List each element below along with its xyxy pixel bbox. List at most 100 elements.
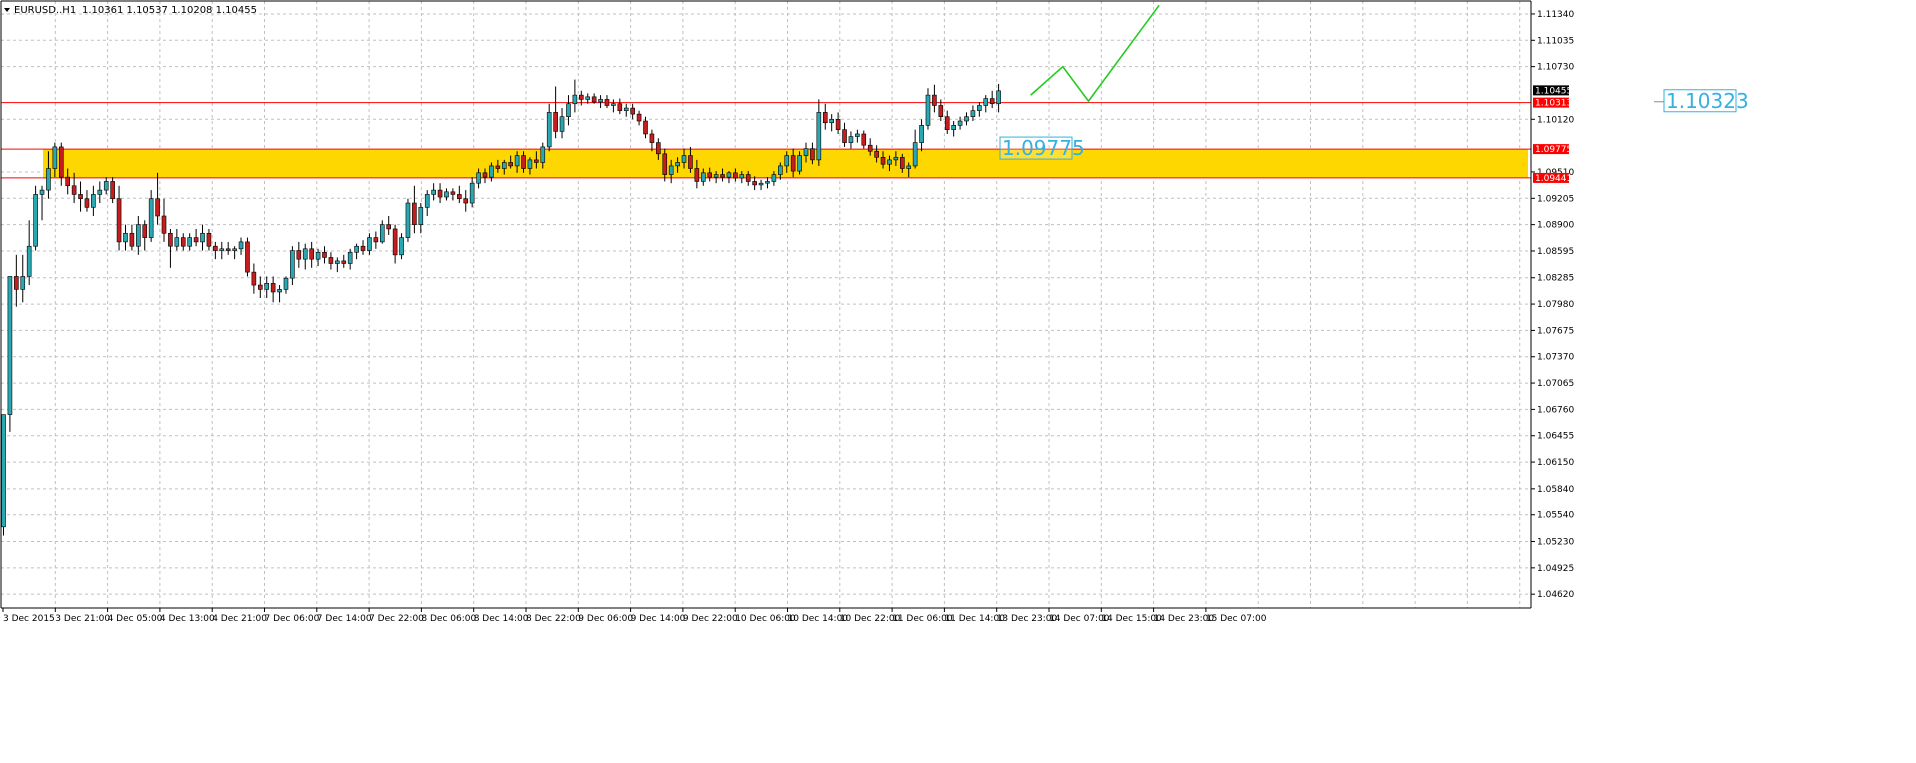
x-tick-label: 14 Dec 15:00 xyxy=(1101,614,1162,624)
y-tick-label: 1.07675 xyxy=(1537,326,1574,336)
candle xyxy=(457,185,462,204)
candle xyxy=(957,116,963,130)
candle xyxy=(148,190,154,242)
candle xyxy=(938,99,944,122)
x-tick-label: 4 Dec 05:00 xyxy=(108,614,163,624)
candle xyxy=(39,185,45,221)
candle xyxy=(347,248,353,270)
x-tick-label: 3 Dec 2015 xyxy=(3,614,55,624)
y-tick-label: 1.11340 xyxy=(1537,10,1574,20)
candle xyxy=(611,99,616,113)
candle xyxy=(219,241,225,260)
candle xyxy=(418,203,424,234)
candle xyxy=(206,228,212,251)
candle xyxy=(707,167,713,182)
candle xyxy=(379,220,385,244)
candle xyxy=(880,151,886,169)
candle xyxy=(290,246,295,286)
candle xyxy=(944,110,950,134)
x-tick-label: 14 Dec 07:00 xyxy=(1049,614,1110,624)
x-tick-label: 14 Dec 23:00 xyxy=(1154,614,1215,624)
candle xyxy=(842,122,847,147)
x-tick-label: 7 Dec 14:00 xyxy=(317,614,372,624)
candle xyxy=(848,131,854,149)
candle xyxy=(245,237,250,277)
candle xyxy=(720,168,725,182)
candle xyxy=(386,215,392,235)
chart-header: EURUSD..H1 1.10361 1.10537 1.10208 1.104… xyxy=(4,5,257,16)
candle xyxy=(193,228,199,247)
candle xyxy=(7,276,13,432)
x-tick-label: 4 Dec 13:00 xyxy=(160,614,215,624)
y-tick-label: 1.08900 xyxy=(1537,221,1574,231)
candle xyxy=(392,224,398,264)
candle xyxy=(33,185,38,251)
candle xyxy=(257,276,263,299)
candle xyxy=(110,177,115,204)
y-tick-label: 1.04925 xyxy=(1537,564,1574,574)
candle xyxy=(951,121,956,137)
y-tick-label: 1.09205 xyxy=(1537,194,1574,204)
annotations: 1.09775 1.10323 xyxy=(999,89,1749,160)
candle xyxy=(71,172,77,204)
candle xyxy=(270,276,276,303)
candle xyxy=(354,243,359,260)
candle xyxy=(919,119,924,152)
x-tick-label: 10 Dec 06:00 xyxy=(735,614,796,624)
price-tag xyxy=(1533,97,1569,108)
candle xyxy=(360,240,366,255)
candle xyxy=(97,181,103,204)
candle xyxy=(887,155,892,172)
y-tick-label: 1.05840 xyxy=(1537,485,1574,495)
y-tick-label: 1.06150 xyxy=(1537,458,1574,468)
candle xyxy=(367,233,372,255)
y-tick-label: 1.07065 xyxy=(1537,379,1574,389)
symbol-dropdown-icon[interactable] xyxy=(4,8,10,12)
candle xyxy=(977,102,982,117)
candle xyxy=(668,159,674,184)
candle xyxy=(161,198,167,242)
candle xyxy=(136,215,141,255)
candle xyxy=(797,151,802,175)
forecast xyxy=(1030,4,1160,103)
candle xyxy=(527,157,533,175)
candle xyxy=(103,177,109,195)
candle xyxy=(816,99,822,166)
candle xyxy=(84,190,90,212)
candle xyxy=(482,168,488,184)
candle xyxy=(264,276,270,299)
candle xyxy=(630,103,635,120)
candle xyxy=(328,252,334,270)
candle xyxy=(52,142,58,178)
candle xyxy=(65,168,70,195)
candle xyxy=(521,151,526,173)
y-tick-label: 1.08285 xyxy=(1537,274,1574,284)
y-tick-label: 1.07980 xyxy=(1537,300,1574,310)
candle xyxy=(572,79,578,113)
forecast-path[interactable] xyxy=(1030,4,1160,103)
candle xyxy=(598,95,603,109)
current-price-tag xyxy=(1533,85,1569,96)
price-annotation-box[interactable] xyxy=(1663,89,1737,113)
candle xyxy=(829,114,834,132)
y-tick-label: 1.04620 xyxy=(1537,590,1574,600)
candle xyxy=(335,257,340,273)
y-tick-label: 1.08595 xyxy=(1537,247,1574,257)
candle xyxy=(585,93,591,104)
candle xyxy=(431,183,436,201)
candle xyxy=(996,83,1001,113)
candle xyxy=(1,414,6,536)
candle xyxy=(277,285,282,303)
x-tick-label: 9 Dec 22:00 xyxy=(683,614,738,624)
candle xyxy=(899,153,905,173)
candle xyxy=(155,172,160,225)
candle xyxy=(546,103,552,152)
candle xyxy=(424,190,430,216)
x-tick-label: 7 Dec 22:00 xyxy=(369,614,424,624)
price-tag-label: 1.10313 xyxy=(1535,99,1572,109)
candle xyxy=(232,246,237,260)
candle xyxy=(373,231,379,249)
candle xyxy=(20,254,26,303)
price-annotation-box[interactable] xyxy=(999,136,1073,160)
